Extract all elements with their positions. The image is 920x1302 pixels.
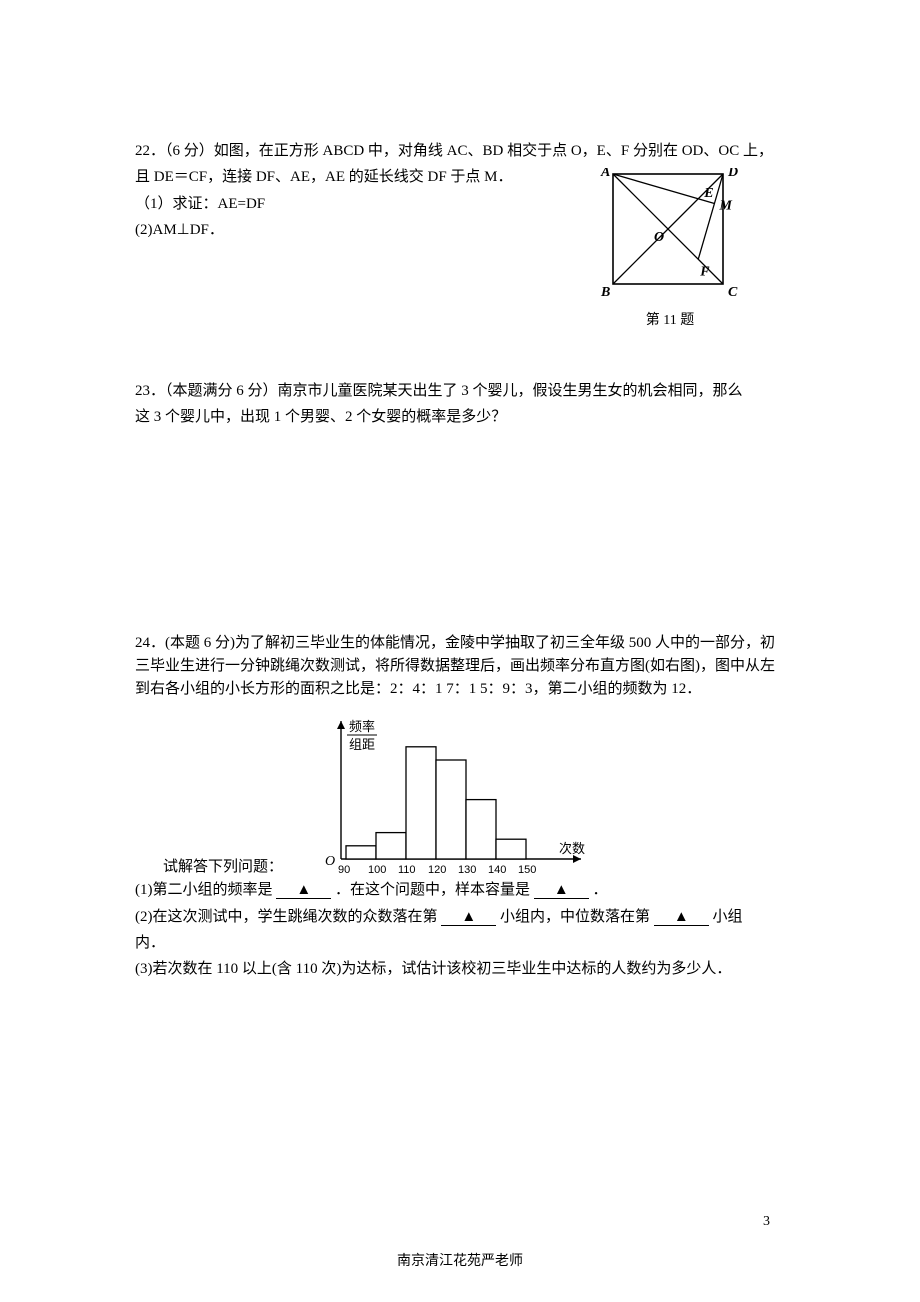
svg-text:100: 100: [368, 864, 386, 876]
q24-ans3: (3)若次数在 110 以上(含 110 次)为达标，试估计该校初三毕业生中达标…: [135, 958, 785, 981]
q24-l2b: 小组内，中位数落在第: [500, 909, 650, 925]
question-22: 22．（6 分）如图，在正方形 ABCD 中，对角线 AC、BD 相交于点 O，…: [135, 140, 785, 242]
svg-text:F: F: [699, 264, 710, 279]
question-23: 23．（本题满分 6 分）南京市儿童医院某天出生了 3 个婴儿，假设生男生女的机…: [135, 380, 785, 430]
blank-3: ▲: [441, 910, 496, 926]
q24-l1a: (1)第二小组的频率是: [135, 882, 273, 898]
svg-text:110: 110: [398, 864, 416, 876]
question-24: 24．(本题 6 分)为了解初三毕业生的体能情况，金陵中学抽取了初三全年级 50…: [135, 632, 785, 982]
svg-text:C: C: [728, 285, 738, 298]
svg-text:130: 130: [458, 864, 476, 876]
q24-l2c: 小组: [713, 909, 743, 925]
q24-l1b: ．在这个问题中，样本容量是: [335, 882, 530, 898]
histogram-chart: 频率组距次数 O90 100 110 120 130 140 150: [291, 709, 611, 879]
q24-chart-lead: 试解答下列问题：: [163, 856, 283, 879]
blank-1: ▲: [276, 883, 331, 899]
page-number: 3: [763, 1214, 770, 1230]
svg-text:组距: 组距: [349, 737, 375, 752]
q23-line2: 这 3 个婴儿中，出现 1 个男婴、2 个女婴的概率是多少？: [135, 406, 785, 429]
q22-figure: A D B C O E F M 第 11 题: [595, 168, 745, 332]
q24-l1c: ．: [593, 882, 608, 898]
svg-text:E: E: [703, 186, 713, 201]
svg-text:D: D: [727, 168, 738, 180]
q24-l2d: 内．: [135, 932, 785, 955]
q24-p1: 24．(本题 6 分)为了解初三毕业生的体能情况，金陵中学抽取了初三全年级 50…: [135, 632, 785, 702]
svg-text:B: B: [600, 285, 610, 298]
blank-4: ▲: [654, 910, 709, 926]
q24-ans2: (2)在这次测试中，学生跳绳次数的众数落在第 ▲ 小组内，中位数落在第 ▲ 小组: [135, 906, 785, 929]
q24-ans1: (1)第二小组的频率是 ▲ ．在这个问题中，样本容量是 ▲ ．: [135, 879, 785, 902]
svg-text:90: 90: [338, 864, 350, 876]
blank-2: ▲: [534, 883, 589, 899]
square-diagram: A D B C O E F M: [595, 168, 745, 298]
svg-text:150: 150: [518, 864, 536, 876]
svg-text:A: A: [600, 168, 610, 180]
svg-text:频率: 频率: [349, 719, 375, 734]
svg-text:M: M: [718, 198, 732, 213]
svg-text:140: 140: [488, 864, 506, 876]
q22-line2: 且 DE＝CF，连接 DF、AE，AE 的延长线交 DF 于点 M．: [135, 166, 575, 189]
footer-text: 南京清江花苑严老师: [0, 1250, 920, 1270]
q24-l2a: (2)在这次测试中，学生跳绳次数的众数落在第: [135, 909, 438, 925]
q22-caption: 第 11 题: [595, 310, 745, 332]
svg-text:O: O: [325, 854, 335, 869]
q22-line1: 22．（6 分）如图，在正方形 ABCD 中，对角线 AC、BD 相交于点 O，…: [135, 140, 785, 163]
q23-line1: 23．（本题满分 6 分）南京市儿童医院某天出生了 3 个婴儿，假设生男生女的机…: [135, 380, 785, 403]
q22-line4: (2)AM⊥DF．: [135, 219, 575, 242]
svg-text:O: O: [654, 230, 664, 245]
svg-text:次数: 次数: [559, 841, 585, 856]
q22-line3: （1）求证：AE=DF: [135, 193, 575, 216]
svg-text:120: 120: [428, 864, 446, 876]
